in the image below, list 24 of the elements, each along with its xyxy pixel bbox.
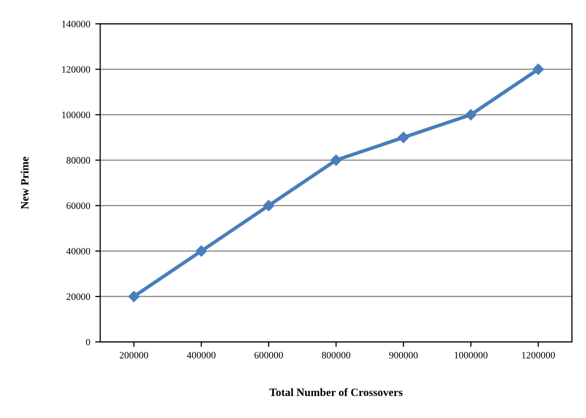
- y-tick-label: 60000: [66, 202, 90, 210]
- x-tick-label: 1200000: [522, 352, 555, 358]
- point: [263, 200, 274, 212]
- point: [196, 245, 207, 257]
- point: [128, 290, 140, 302]
- point: [465, 109, 476, 120]
- point: [330, 154, 342, 166]
- y-tick-label: 140000: [62, 20, 90, 28]
- y-axis-title: New Prime: [20, 156, 29, 210]
- x-tick-label: 1000000: [454, 352, 488, 358]
- point: [398, 132, 410, 144]
- x-tick-label: 600000: [254, 352, 283, 358]
- y-tick-label: 40000: [66, 248, 90, 255]
- y-tick-label: 80000: [66, 157, 90, 164]
- y-tick-label: 20000: [66, 293, 90, 300]
- y-tick-label: 120000: [62, 66, 90, 73]
- x-tick-label: 900000: [389, 352, 418, 358]
- x-tick-label: 400000: [186, 352, 216, 358]
- y-tick-label: 100000: [62, 112, 90, 118]
- x-axis-title: Total Number of Crossovers: [270, 388, 403, 396]
- x-tick-label: 200000: [120, 352, 148, 358]
- x-tick-label: 800000: [322, 352, 350, 358]
- point: [532, 64, 544, 75]
- y-tick-label: 0: [86, 338, 90, 346]
